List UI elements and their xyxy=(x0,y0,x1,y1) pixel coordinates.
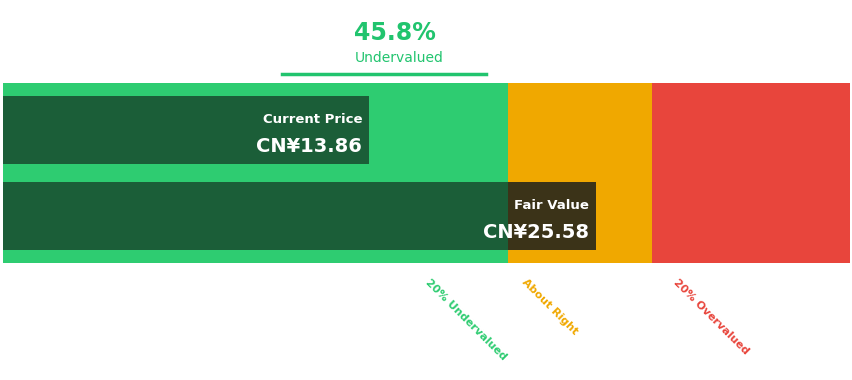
Bar xyxy=(3,96,368,164)
Text: 20% Overvalued: 20% Overvalued xyxy=(671,277,751,356)
Bar xyxy=(651,84,849,263)
Text: Current Price: Current Price xyxy=(262,113,361,126)
Bar xyxy=(507,84,651,263)
Text: 45.8%: 45.8% xyxy=(354,21,436,45)
Bar xyxy=(3,182,596,250)
Text: 20% Undervalued: 20% Undervalued xyxy=(423,277,507,362)
Text: CN¥13.86: CN¥13.86 xyxy=(256,137,361,156)
Text: About Right: About Right xyxy=(520,277,579,337)
Bar xyxy=(507,182,596,250)
Text: Fair Value: Fair Value xyxy=(514,199,589,212)
Bar xyxy=(3,84,507,263)
Text: Undervalued: Undervalued xyxy=(354,51,443,65)
Text: CN¥25.58: CN¥25.58 xyxy=(482,223,589,242)
